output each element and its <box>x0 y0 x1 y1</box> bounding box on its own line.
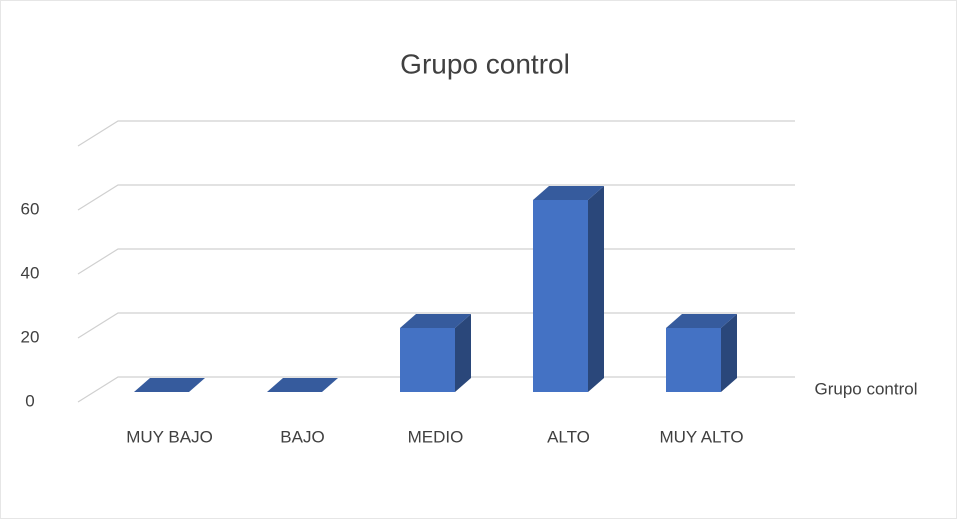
bar <box>400 314 471 392</box>
x-tick-label: MUY ALTO <box>659 427 743 446</box>
x-tick-label: MUY BAJO <box>126 427 213 446</box>
grid-line <box>77 120 795 147</box>
bar-side <box>455 314 471 392</box>
x-tick-label: BAJO <box>280 427 324 446</box>
bar-top <box>533 186 604 200</box>
chart-title: Grupo control <box>400 48 570 79</box>
y-tick-label: 0 <box>25 391 34 410</box>
bar <box>267 378 338 392</box>
grid-line <box>77 184 795 211</box>
bar-top <box>666 314 737 328</box>
y-tick-label: 40 <box>21 263 40 282</box>
bar-front <box>533 200 588 392</box>
x-tick-label: ALTO <box>547 427 590 446</box>
bar-side <box>588 186 604 392</box>
bar <box>134 378 205 392</box>
bar-top <box>400 314 471 328</box>
bar-top <box>134 378 205 392</box>
bar <box>666 314 737 392</box>
bar-front <box>400 328 455 392</box>
bar-side <box>721 314 737 392</box>
bar <box>533 186 604 392</box>
x-tick-label: MEDIO <box>408 427 464 446</box>
y-tick-label: 60 <box>21 199 40 218</box>
bar-top <box>267 378 338 392</box>
bar-front <box>666 328 721 392</box>
legend-label: Grupo control <box>815 379 918 398</box>
y-tick-label: 20 <box>21 327 40 346</box>
